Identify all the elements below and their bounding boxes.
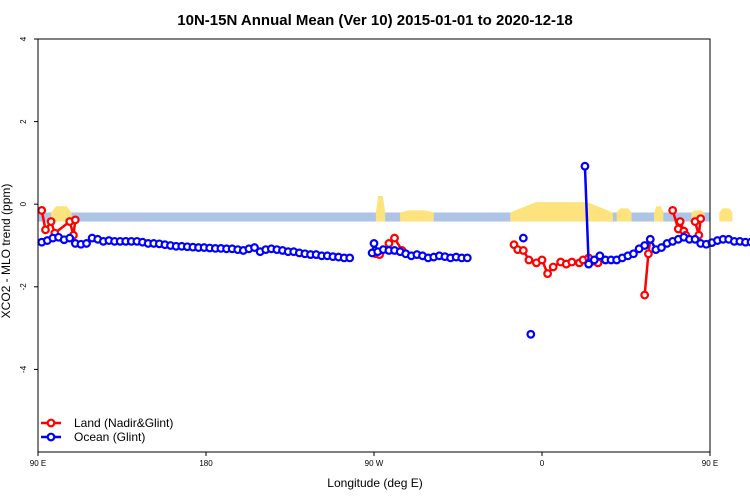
data-point (567, 257, 577, 267)
y-tick-label: 2 (19, 119, 28, 124)
data-point (65, 233, 75, 243)
legend-marker (46, 418, 56, 428)
data-point (645, 234, 655, 244)
legend-label: Ocean (Glint) (74, 430, 145, 444)
y-tick-label: 4 (19, 36, 28, 41)
series-layer (37, 161, 750, 339)
data-point (70, 215, 80, 225)
x-axis: 90 E 180 90 W 0 90 E (30, 452, 718, 468)
data-point (46, 217, 56, 226)
data-point (640, 290, 650, 300)
data-point (37, 205, 47, 215)
y-tick-label: -4 (19, 365, 28, 373)
data-point (584, 259, 594, 269)
y-tick-label: -2 (19, 283, 28, 291)
data-point (543, 269, 552, 278)
data-point (589, 255, 599, 265)
legend: Land (Nadir&Glint)Ocean (Glint) (41, 416, 173, 444)
data-point (640, 241, 650, 250)
x-tick-label: 90 W (365, 459, 384, 468)
ocean-band (38, 212, 710, 222)
data-point (537, 255, 547, 265)
data-point (644, 249, 653, 259)
land-segment (654, 206, 664, 222)
x-tick-label: 180 (199, 459, 213, 468)
data-point (675, 217, 685, 226)
series-ocean (37, 161, 750, 339)
data-point (518, 233, 528, 243)
land-segment (51, 206, 72, 222)
x-tick-label: 0 (540, 459, 545, 468)
data-point (580, 161, 590, 171)
chart-title: 10N-15N Annual Mean (Ver 10) 2015-01-01 … (177, 12, 572, 29)
data-point (746, 237, 750, 247)
x-tick-label: 90 E (702, 459, 718, 468)
data-point (345, 253, 355, 263)
y-axis: 4 2 0 -2 -4 (19, 36, 38, 373)
data-point (41, 225, 50, 235)
y-axis-label: XCO2 - MLO trend (ppm) (0, 184, 13, 319)
legend-marker (46, 432, 56, 442)
land-segment (719, 208, 733, 222)
x-axis-label: Longitude (deg E) (327, 476, 422, 490)
data-point (657, 243, 666, 252)
data-point (518, 246, 528, 255)
data-point (595, 251, 605, 261)
data-point (384, 239, 394, 248)
land-segment (375, 195, 386, 222)
data-point (548, 262, 558, 272)
data-point (369, 239, 379, 248)
land-segment (400, 210, 434, 222)
data-point (524, 255, 534, 265)
data-point (696, 214, 706, 224)
data-point (250, 243, 259, 252)
data-point (82, 239, 91, 248)
y-tick-label: 0 (19, 201, 28, 206)
x-tick-label: 90 E (30, 459, 46, 468)
data-point (462, 253, 472, 263)
land-segment (616, 208, 632, 222)
data-point (668, 205, 678, 215)
data-point (629, 249, 638, 259)
data-point (390, 233, 399, 243)
data-point (690, 234, 700, 244)
legend-label: Land (Nadir&Glint) (74, 416, 173, 430)
data-point (526, 329, 536, 339)
